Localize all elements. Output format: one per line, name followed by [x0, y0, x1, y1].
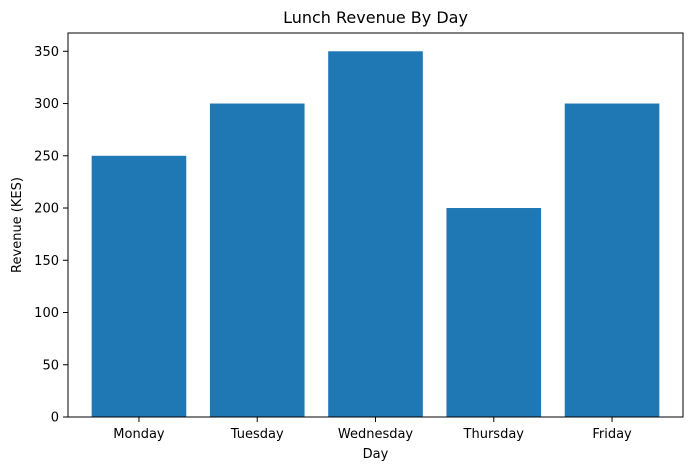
y-tick-label: 50 [42, 358, 59, 373]
plot-frame [67, 32, 684, 418]
y-tick-label: 0 [51, 411, 59, 426]
bar-tuesday [209, 103, 305, 417]
x-tick-label: Thursday [463, 427, 525, 442]
x-tick-label: Monday [113, 427, 165, 442]
x-tick-label: Tuesday [230, 427, 284, 442]
y-tick-label: 150 [34, 254, 59, 269]
x-axis-label: Day [363, 447, 389, 462]
bar-thursday [446, 208, 542, 417]
bars-layer [91, 51, 660, 417]
y-axis-label: Revenue (KES) [10, 177, 25, 273]
bar-friday [564, 103, 660, 417]
y-axis: 0 50 100 150 200 250 300 350 [34, 45, 68, 426]
y-tick-label: 250 [34, 149, 59, 164]
y-tick-label: 100 [34, 306, 59, 321]
bar-monday [91, 155, 187, 417]
x-axis: Monday Tuesday Wednesday Thursday Friday [113, 417, 632, 442]
y-tick-label: 300 [34, 97, 59, 112]
chart-title: Lunch Revenue By Day [283, 8, 468, 27]
x-tick-label: Wednesday [338, 427, 414, 442]
y-tick-label: 200 [34, 202, 59, 217]
bar-wednesday [328, 51, 423, 417]
x-tick-label: Friday [592, 427, 632, 442]
y-tick-label: 350 [34, 45, 59, 60]
